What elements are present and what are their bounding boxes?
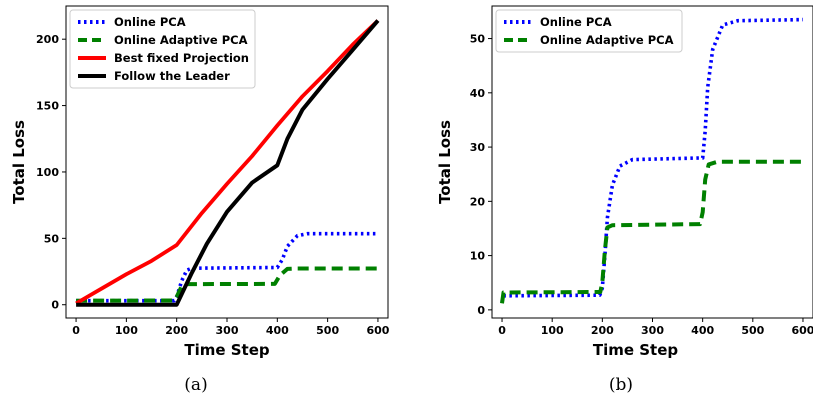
x-tick-label: 100 (541, 324, 564, 337)
legend-label: Best fixed Projection (114, 51, 249, 65)
x-tick-label: 0 (498, 324, 506, 337)
x-axis-label: Time Step (593, 341, 679, 359)
x-tick-label: 300 (641, 324, 664, 337)
y-tick-label: 40 (470, 87, 486, 100)
legend: Online PCA Online Adaptive PCA Best fixed … (70, 10, 255, 88)
legend-label: Online Adaptive PCA (540, 33, 674, 47)
y-tick-label: 10 (470, 250, 486, 263)
y-tick-label: 50 (470, 33, 486, 46)
y-tick-label: 30 (470, 141, 486, 154)
x-tick-label: 500 (316, 324, 339, 337)
chart-panel-a: 0 100 200 300 400 500 600 0 50 100 150 200 Time Step… (10, 6, 390, 395)
plot-area (502, 20, 803, 304)
x-tick-label: 0 (72, 324, 80, 337)
panel-caption: (b) (609, 375, 633, 395)
y-axis-label: Total Loss (436, 120, 454, 204)
x-tick-label: 200 (591, 324, 614, 337)
x-tick-label: 500 (741, 324, 764, 337)
chart-panel-b: 0 100 200 300 400 500 600 0 10 20 30 40 50 Time Step T… (436, 6, 813, 395)
y-tick-label: 50 (44, 232, 60, 245)
series-line-online-adaptive-pca (76, 269, 378, 301)
y-tick-label: 0 (477, 304, 485, 317)
x-tick-label: 400 (266, 324, 289, 337)
y-tick-label: 20 (470, 195, 486, 208)
legend-label: Online PCA (540, 15, 612, 29)
panel-caption: (a) (184, 375, 207, 395)
legend-label: Follow the Leader (114, 69, 230, 83)
x-tick-label: 400 (691, 324, 714, 337)
x-tick-label: 200 (165, 324, 188, 337)
x-axis-label: Time Step (184, 341, 270, 359)
y-axis-label: Total Loss (10, 120, 28, 204)
legend: Online PCA Online Adaptive PCA (496, 10, 682, 52)
y-tick-label: 0 (51, 299, 59, 312)
y-tick-label: 100 (36, 166, 59, 179)
x-tick-label: 600 (366, 324, 389, 337)
legend-label: Online Adaptive PCA (114, 33, 248, 47)
x-tick-label: 600 (791, 324, 813, 337)
series-line-online-adaptive-pca (502, 162, 803, 304)
x-tick-label: 300 (216, 324, 239, 337)
x-tick-label: 100 (115, 324, 138, 337)
legend-label: Online PCA (114, 15, 186, 29)
y-tick-label: 200 (36, 33, 59, 46)
y-tick-label: 150 (36, 100, 59, 113)
